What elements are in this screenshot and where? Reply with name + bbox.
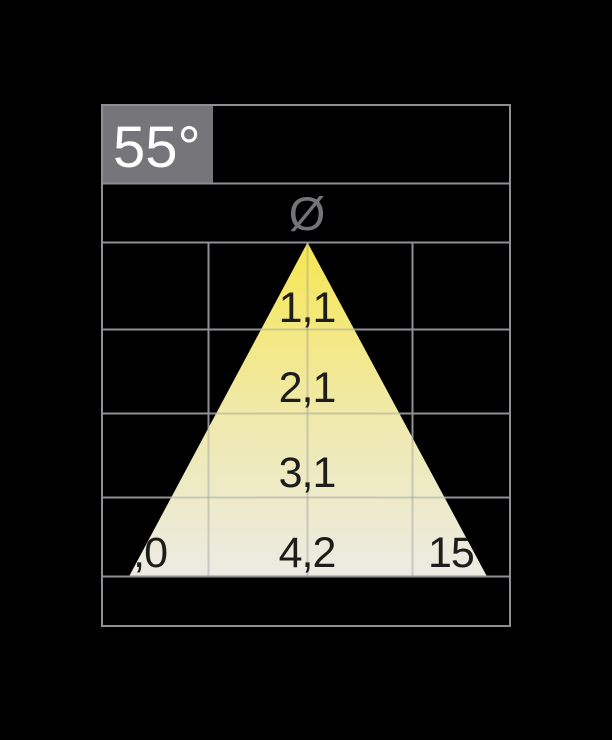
- cone-diameter-3m: 3,1: [279, 449, 336, 497]
- lux-label-fragment: 15: [428, 529, 474, 577]
- diameter-symbol: Ø: [289, 187, 326, 240]
- light-cone: [129, 242, 487, 577]
- distance-label-fragment: ,0: [133, 529, 167, 577]
- beam-angle-box: [102, 105, 213, 183]
- cone-diameter-1m: 1,1: [279, 284, 336, 332]
- beam-angle-label: 55°: [113, 115, 201, 180]
- table-border: [101, 104, 511, 627]
- cone-diameter-2m: 2,1: [279, 364, 336, 412]
- clipped-side-labels: ,0 15: [133, 529, 475, 577]
- cone-diameter-4m: 4,2: [279, 529, 336, 577]
